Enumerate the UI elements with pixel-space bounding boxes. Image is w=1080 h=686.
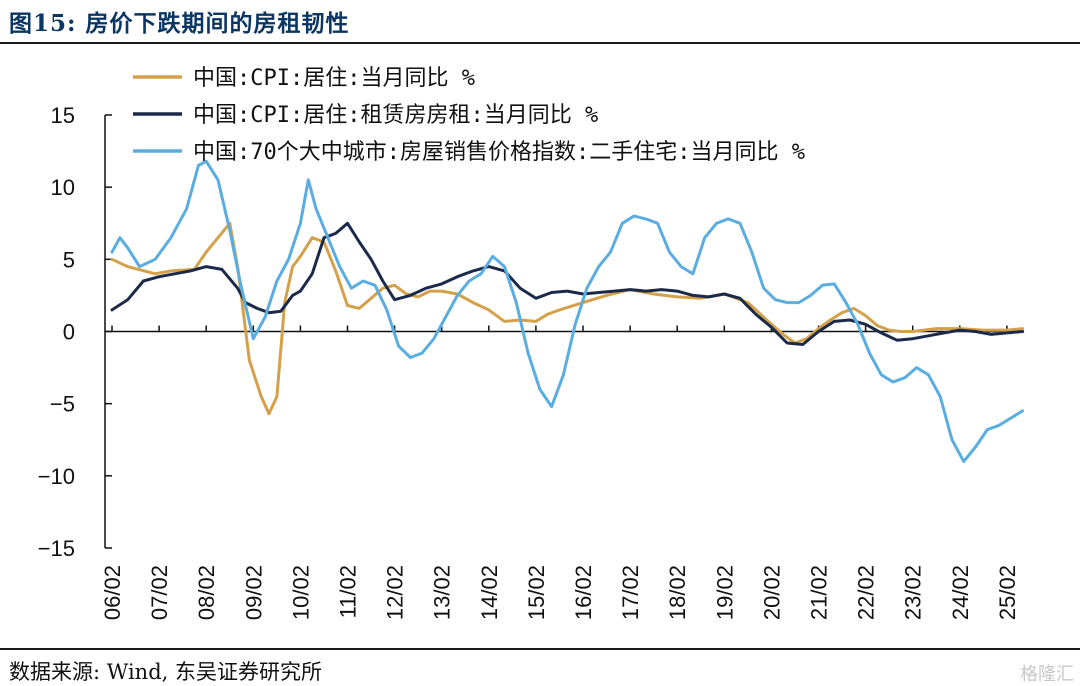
figure-source: 数据来源: Wind, 东吴证券研究所 [9, 660, 322, 684]
x-tick-label: 19/02 [712, 565, 737, 620]
y-tick-label: −15 [38, 536, 75, 561]
x-tick-label: 24/02 [948, 565, 973, 620]
top-rule [0, 42, 1080, 44]
x-tick-label: 23/02 [901, 565, 926, 620]
bottom-rule [0, 648, 1080, 650]
x-tick-label: 10/02 [288, 565, 313, 620]
x-tick-label: 25/02 [995, 565, 1020, 620]
y-tick-label: −10 [38, 464, 75, 489]
line-chart: −15 −10 −5 0 5 10 15 06/02 07/02 08/02 09/02 10/02… [38, 66, 1025, 620]
x-axis-ticks: 06/02 07/02 08/02 09/02 10/02 11/02 12/02 13/02… [100, 325, 1020, 620]
x-tick-label: 21/02 [807, 565, 832, 620]
x-tick-label: 08/02 [194, 565, 219, 620]
x-tick-label: 13/02 [430, 565, 455, 620]
axes [104, 115, 1022, 548]
x-tick-label: 18/02 [665, 565, 690, 620]
y-tick-label: 0 [63, 320, 75, 345]
y-axis-ticks: −15 −10 −5 0 5 10 15 [38, 103, 112, 561]
x-tick-label: 17/02 [618, 565, 643, 620]
figure-title: 图15: 房价下跌期间的房租韧性 [9, 10, 350, 37]
x-tick-label: 09/02 [241, 565, 266, 620]
x-tick-label: 16/02 [571, 565, 596, 620]
y-tick-label: 15 [51, 103, 75, 128]
series-line [110, 221, 1025, 416]
x-tick-label: 11/02 [336, 565, 361, 618]
x-tick-label: 20/02 [759, 565, 784, 620]
series-line [110, 159, 1025, 463]
series-lines [110, 159, 1025, 463]
series-line [110, 221, 1025, 346]
y-tick-label: 10 [51, 175, 75, 200]
x-tick-label: 06/02 [100, 565, 125, 620]
legend: 中国:CPI:居住:当月同比 % 中国:CPI:居住:租赁房房租:当月同比 % 中国… [133, 66, 805, 165]
x-tick-label: 22/02 [854, 565, 879, 620]
y-tick-label: −5 [50, 392, 75, 417]
legend-label: 中国:70个大中城市:房屋销售价格指数:二手住宅:当月同比 % [193, 140, 805, 165]
x-tick-label: 15/02 [524, 565, 549, 620]
x-tick-label: 07/02 [147, 565, 172, 620]
legend-label: 中国:CPI:居住:当月同比 % [193, 66, 475, 91]
watermark-logo: 格隆汇 [1020, 664, 1074, 685]
x-tick-label: 14/02 [477, 565, 502, 620]
x-tick-label: 12/02 [383, 565, 408, 620]
y-tick-label: 5 [63, 247, 75, 272]
legend-label: 中国:CPI:居住:租赁房房租:当月同比 % [193, 103, 598, 128]
